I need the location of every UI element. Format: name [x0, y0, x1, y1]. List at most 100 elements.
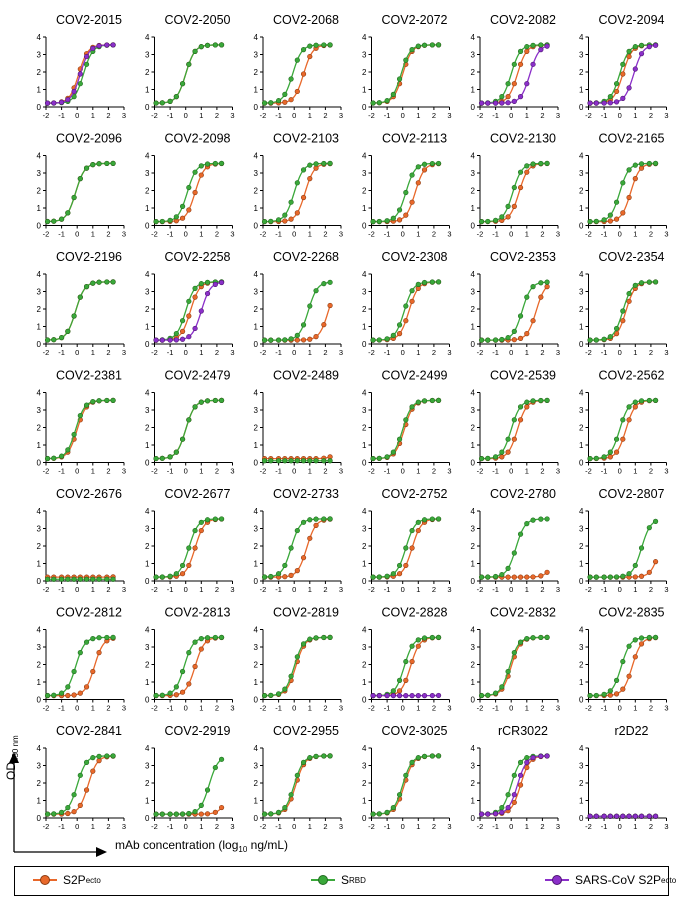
y-tick-label: 0: [579, 696, 584, 705]
y-tick-label: 0: [579, 222, 584, 231]
y-tick-label: 0: [145, 340, 150, 349]
y-tick-label: 0: [471, 814, 476, 823]
data-point: [538, 294, 544, 300]
data-point: [652, 813, 659, 819]
data-point: [652, 397, 659, 404]
y-tick-label: 2: [471, 187, 476, 196]
y-tick-label: 2: [579, 305, 584, 314]
data-point: [65, 684, 71, 690]
data-point: [65, 97, 71, 103]
y-tick-label: 1: [145, 86, 150, 95]
series-line: [264, 44, 331, 104]
data-point: [77, 294, 83, 300]
data-point: [620, 180, 626, 186]
x-tick-label: 0: [509, 111, 513, 120]
x-tick-label: 2: [215, 704, 219, 713]
data-point: [65, 447, 71, 453]
data-point: [300, 641, 307, 647]
data-point: [261, 574, 268, 580]
data-point: [300, 759, 307, 765]
y-tick-label: 3: [471, 762, 476, 771]
data-point: [601, 454, 607, 460]
data-point: [626, 813, 632, 819]
panel: COV2-2819 -2 -1 0 1 2 3 0 1 2 3 4: [254, 606, 344, 713]
data-point: [90, 768, 96, 774]
y-tick-label: 4: [145, 33, 150, 42]
y-tick-label: 2: [145, 661, 150, 670]
data-point: [198, 172, 204, 178]
x-tick-label: 3: [122, 467, 126, 476]
data-point: [376, 811, 382, 817]
data-point: [204, 787, 211, 793]
y-tick-label: 3: [37, 51, 42, 60]
data-point: [435, 279, 442, 285]
data-point: [638, 813, 645, 819]
series-line: [481, 636, 548, 697]
data-point: [409, 527, 415, 534]
data-point: [77, 576, 83, 582]
data-point: [517, 61, 524, 67]
data-point: [613, 331, 620, 337]
x-tick-label: 2: [649, 467, 653, 476]
data-point: [409, 47, 415, 53]
y-tick-label: 0: [37, 459, 42, 468]
data-point: [179, 689, 186, 695]
data-point: [44, 811, 51, 817]
x-tick-label: -2: [151, 230, 158, 239]
data-point: [638, 635, 645, 641]
data-point: [186, 184, 192, 191]
x-tick-label: 0: [75, 822, 79, 831]
data-point: [198, 399, 204, 405]
y-tick-label: 1: [362, 323, 367, 332]
x-tick-label: 2: [323, 111, 327, 120]
data-point: [218, 804, 225, 811]
data-point: [186, 681, 192, 687]
y-tick-label: 4: [254, 152, 259, 161]
data-point: [493, 811, 499, 817]
panel: COV2-2499 -2 -1 0 1 2 3 0 1 2 3 4: [362, 369, 452, 476]
y-tick-label: 2: [254, 187, 259, 196]
data-point: [505, 436, 511, 442]
data-point: [96, 43, 102, 49]
x-tick-label: 0: [184, 704, 188, 713]
y-tick-label: 0: [145, 222, 150, 231]
data-point: [632, 176, 638, 182]
series-line: [156, 281, 222, 341]
panel-title: COV2-2812: [56, 606, 122, 620]
data-point: [77, 81, 83, 87]
data-point: [90, 399, 96, 405]
data-point: [593, 692, 599, 699]
data-point: [321, 322, 327, 328]
data-point: [505, 792, 511, 798]
data-point: [632, 66, 638, 72]
x-tick-label: 1: [199, 230, 203, 239]
data-point: [505, 335, 511, 341]
x-tick-label: 3: [230, 585, 234, 594]
data-point: [415, 693, 421, 699]
data-point: [198, 527, 204, 534]
data-point: [186, 417, 192, 423]
panel-title: COV2-2677: [164, 487, 230, 501]
data-point: [409, 759, 415, 765]
data-point: [499, 94, 505, 100]
legend-marker-srbd: [311, 874, 335, 886]
data-point: [544, 516, 550, 522]
data-point: [499, 214, 505, 220]
data-point: [409, 693, 415, 699]
data-point: [505, 574, 511, 580]
panel-title: COV2-2489: [273, 369, 339, 383]
x-tick-label: -1: [601, 704, 608, 713]
y-tick-label: 3: [579, 762, 584, 771]
data-point: [198, 811, 204, 817]
data-point: [524, 636, 530, 642]
data-point: [204, 517, 211, 523]
data-point: [613, 325, 620, 332]
legend-item-srbd: S RBD: [311, 873, 366, 887]
y-tick-label: 4: [471, 389, 476, 398]
y-tick-label: 3: [579, 406, 584, 415]
y-tick-label: 2: [362, 661, 367, 670]
y-tick-label: 3: [471, 169, 476, 178]
panel-title: COV2-2096: [56, 132, 122, 146]
data-point: [403, 677, 409, 683]
y-tick-label: 3: [254, 762, 259, 771]
